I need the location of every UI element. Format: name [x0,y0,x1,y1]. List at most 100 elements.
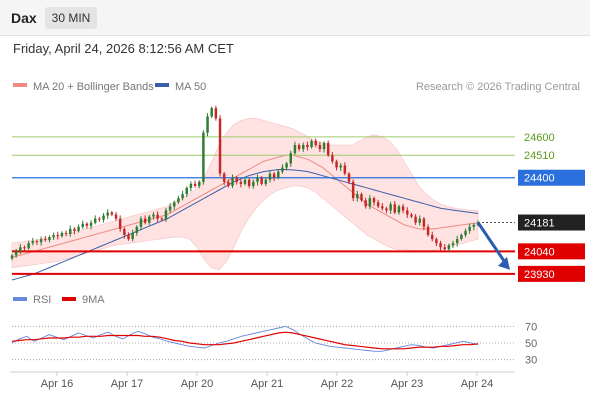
ma20-line [11,154,479,258]
candle-body [173,202,176,207]
candle-body [44,239,47,241]
support-tag [518,243,585,260]
candle-body [148,216,151,223]
candle-body [52,235,55,238]
candle-body [264,179,268,184]
candle-body [435,239,438,244]
candle-body [464,230,467,235]
candle-body [85,223,89,226]
candle-body [451,243,455,246]
candle-body [289,153,293,164]
candle-body [135,226,139,233]
candle-body [293,145,297,154]
candle-body [277,171,280,178]
candle-body [318,145,322,150]
candle-body [102,215,105,220]
x-tick-label: Apr 23 [391,378,423,390]
symbol-label: Dax [11,10,37,26]
candle-body [243,179,247,184]
candle-body [247,179,251,186]
candle-body [339,165,342,168]
candle-body [343,165,347,174]
candle-body [81,223,84,227]
timeframe-button[interactable]: 30 MIN [45,7,97,29]
candle-body [335,161,338,168]
x-tick-label: Apr 24 [461,378,493,390]
candle-body [177,198,180,203]
x-tick-label: Apr 20 [181,378,213,390]
candle-body [127,235,130,240]
candle-body [77,226,80,231]
rsi-legend-swatch [13,297,27,301]
legend: MA 20 + Bollinger Bands MA 50 Research ©… [13,81,580,93]
level-labels: 24600 24510 24400 24181 24040 23930 [518,132,585,282]
datetime-label: Friday, April 24, 2026 8:12:56 AM CET [13,41,234,56]
candle-body [206,116,209,133]
x-tick-label: Apr 22 [321,378,353,390]
candle-body [272,173,276,178]
candle-body [118,218,122,229]
candle-body [422,218,426,227]
candle-body [160,218,164,220]
candle-body [472,224,476,227]
candle-body [393,204,397,213]
candle-body [27,243,30,249]
candle-body [110,212,114,215]
support-tag [518,265,585,282]
candle-body [168,206,172,211]
candle-body [281,167,284,172]
candle-body [56,235,60,237]
resistance-value: 24600 [524,132,555,144]
candle-body [372,198,376,203]
candle-body [314,140,317,145]
ma9-line [11,331,479,350]
candle-body [64,232,68,234]
candle-body [302,145,305,150]
rsi-legend-label: RSI [33,294,51,306]
candle-body [39,239,43,243]
candle-body [351,181,355,199]
ma9-legend-label: 9MA [82,294,105,306]
candle-body [10,255,14,259]
candle-body [210,108,213,117]
candle-body [227,181,230,186]
candle-body [285,163,288,168]
candle-body [69,228,72,234]
candle-body [430,235,434,240]
candle-body [89,222,93,226]
candle-body [356,194,359,199]
candle-body [376,202,380,207]
x-tick-label: Apr 21 [251,378,283,390]
key-levels [12,136,515,275]
candle-body [231,177,234,186]
bollinger-band [11,118,479,271]
candle-body [326,142,330,156]
forecast-arrow-head [498,256,510,270]
candle-body [306,145,309,148]
candle-body [123,228,126,235]
candle-body [439,243,442,248]
candle-body [60,232,64,237]
candle-body [401,206,405,211]
last-price-tag [518,214,585,231]
forecast-arrow [476,221,510,270]
resistance-value: 24510 [524,150,555,162]
pivot-tag [518,169,585,186]
candle-body [268,173,272,180]
x-axis: Apr 16 Apr 17 Apr 20 Apr 21 Apr 22 Apr 23 Apr … [10,371,515,390]
candle-body [410,214,413,217]
rsi-tick-label: 30 [525,355,537,367]
candle-body [185,187,188,195]
rsi-lines [11,325,479,352]
candle-body [35,241,39,243]
last-price-value: 24181 [524,218,555,230]
x-tick-label: Apr 17 [111,378,143,390]
candle-body [468,226,471,231]
rsi-tick-label: 50 [525,338,537,350]
support-value: 23930 [524,269,555,281]
x-tick-label: Apr 16 [41,378,73,390]
candle-body [426,226,430,235]
candle-body [347,173,351,182]
candle-body [406,210,409,215]
